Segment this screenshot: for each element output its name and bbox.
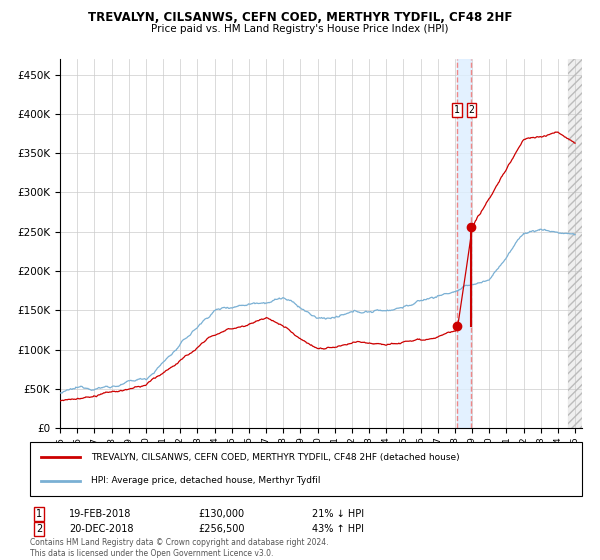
Text: £130,000: £130,000 (198, 509, 244, 519)
Text: 19-FEB-2018: 19-FEB-2018 (69, 509, 131, 519)
Bar (457, 59, 472, 428)
Text: Price paid vs. HM Land Registry's House Price Index (HPI): Price paid vs. HM Land Registry's House … (151, 24, 449, 34)
Text: Contains HM Land Registry data © Crown copyright and database right 2024.
This d: Contains HM Land Registry data © Crown c… (30, 538, 329, 558)
Bar (568, 59, 584, 428)
Text: £256,500: £256,500 (198, 524, 245, 534)
Text: 2: 2 (36, 524, 42, 534)
Bar (568, 59, 584, 428)
Text: 21% ↓ HPI: 21% ↓ HPI (312, 509, 364, 519)
Text: TREVALYN, CILSANWS, CEFN COED, MERTHYR TYDFIL, CF48 2HF: TREVALYN, CILSANWS, CEFN COED, MERTHYR T… (88, 11, 512, 24)
Text: TREVALYN, CILSANWS, CEFN COED, MERTHYR TYDFIL, CF48 2HF (detached house): TREVALYN, CILSANWS, CEFN COED, MERTHYR T… (91, 453, 460, 462)
Text: 43% ↑ HPI: 43% ↑ HPI (312, 524, 364, 534)
Text: 1: 1 (454, 105, 460, 115)
Text: 20-DEC-2018: 20-DEC-2018 (69, 524, 133, 534)
Text: 1: 1 (36, 509, 42, 519)
Text: 2: 2 (469, 105, 475, 115)
Text: HPI: Average price, detached house, Merthyr Tydfil: HPI: Average price, detached house, Mert… (91, 476, 320, 485)
FancyBboxPatch shape (30, 442, 582, 496)
